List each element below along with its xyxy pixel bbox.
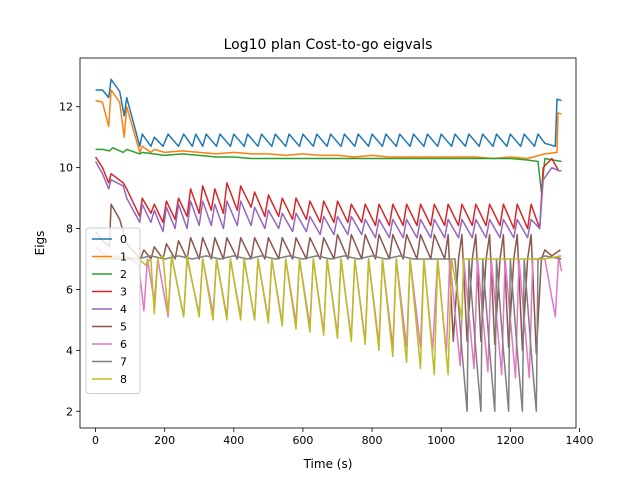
x-tick-label: 200 [154,434,175,447]
series-line-8 [95,255,562,376]
legend-label-4: 4 [120,303,127,316]
x-tick-label: 1400 [565,434,593,447]
legend-label-1: 1 [120,251,127,264]
y-tick-label: 12 [59,101,73,114]
legend: 0 1 2 3 4 5 6 7 8 [85,227,141,394]
y-axis: 2 4 6 8 10 12 [59,101,80,418]
legend-label-7: 7 [120,356,127,369]
legend-label-0: 0 [120,233,127,246]
x-axis-label: Time (s) [303,457,353,471]
plot-frame [79,57,577,429]
legend-label-2: 2 [120,268,127,281]
series-line-7 [95,255,562,413]
chart-title: Log10 plan Cost-to-go eigvals [224,37,433,53]
plot-lines [94,78,563,413]
x-tick-label: 800 [362,434,383,447]
x-tick-label: 400 [223,434,244,447]
y-axis-label: Eigs [33,231,47,256]
x-tick-label: 0 [92,434,99,447]
legend-label-8: 8 [120,373,127,386]
legend-label-3: 3 [120,286,127,299]
series-line-0 [95,78,562,148]
x-tick-label: 1200 [496,434,524,447]
y-tick-label: 10 [59,162,73,175]
legend-box [85,227,141,394]
series-line-3 [94,156,562,230]
y-tick-label: 8 [66,223,73,236]
series-line-4 [94,161,562,239]
legend-label-6: 6 [120,338,127,351]
y-tick-label: 6 [66,283,73,296]
series-line-2 [95,147,562,193]
legend-label-5: 5 [120,321,127,334]
x-tick-label: 600 [292,434,313,447]
series-line-1 [95,89,562,160]
y-tick-label: 2 [66,405,73,418]
x-tick-label: 1000 [427,434,455,447]
x-axis: 0 200 400 600 800 1000 1200 1400 [92,428,593,447]
y-tick-label: 4 [66,344,73,357]
